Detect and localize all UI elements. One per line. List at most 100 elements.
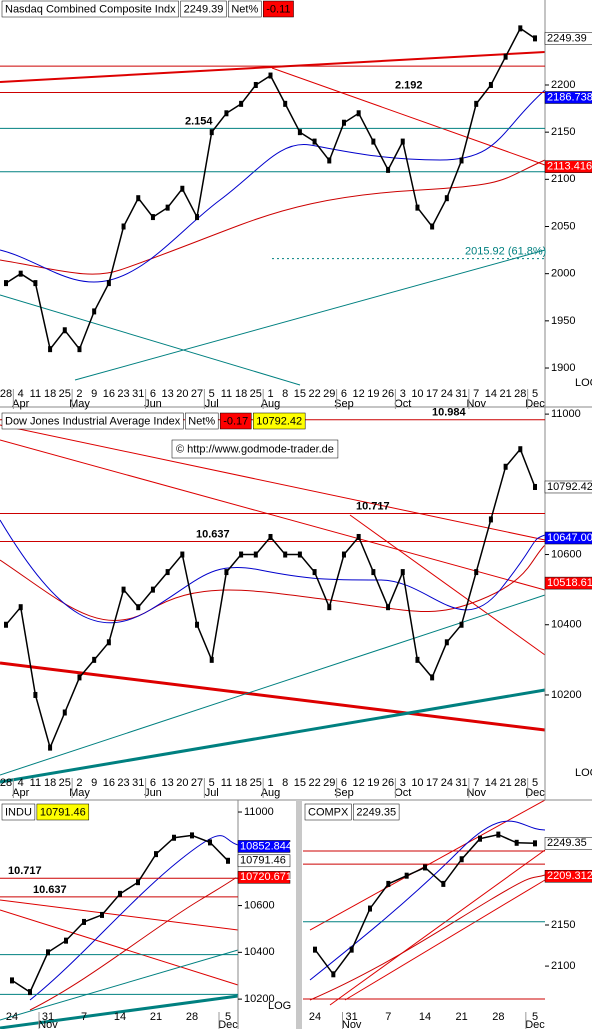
x-tick-label: 8 <box>282 777 288 789</box>
price-bar <box>368 905 372 912</box>
price-bar <box>48 744 53 751</box>
month-label: Nov <box>38 1019 58 1029</box>
header-box <box>1 0 179 18</box>
x-tick-label: 8 <box>282 388 288 400</box>
scale-note: LOG <box>575 377 592 389</box>
month-label: Oct <box>394 787 411 799</box>
x-tick-label: 10 <box>411 777 423 789</box>
price-tag <box>544 480 592 494</box>
price-bar <box>172 834 176 841</box>
header-label: INDU <box>5 806 32 818</box>
price-bar <box>46 949 50 956</box>
header-label: 10792.42 <box>256 415 302 427</box>
price-bar <box>430 674 435 681</box>
x-tick-label: 7 <box>473 388 479 400</box>
price-bar <box>518 446 523 453</box>
header-box <box>219 412 252 430</box>
price-bar <box>533 483 537 490</box>
price-bar <box>239 100 244 107</box>
header-label: 2249.39 <box>184 3 224 15</box>
price-bar <box>371 138 376 145</box>
x-tick-label: 29 <box>323 388 335 400</box>
price-bar <box>77 674 82 681</box>
header-label: -0.11 <box>266 3 290 15</box>
header-box <box>228 0 262 18</box>
header-box <box>180 0 227 18</box>
x-tick-label: 20 <box>176 388 188 400</box>
price-bar <box>180 185 185 192</box>
header-label: Nasdaq Combined Composite Indx <box>5 3 176 15</box>
price-bar <box>92 308 97 315</box>
x-tick-label: 5 <box>532 777 538 789</box>
x-tick-label: 25 <box>250 388 262 400</box>
price-bar <box>92 656 97 663</box>
price-bar <box>386 880 391 887</box>
x-tick-label: 2 <box>76 777 82 789</box>
x-tick-label: 6 <box>150 388 156 400</box>
x-tick-label: 12 <box>353 388 365 400</box>
price-bar <box>503 53 508 60</box>
x-tick-label: 24 <box>6 1011 18 1023</box>
x-tick-label: 14 <box>114 1011 126 1023</box>
x-tick-label: 28 <box>0 388 12 400</box>
header-box <box>1 412 184 430</box>
price-bar <box>478 835 482 842</box>
price-tag-label: 2186.738 <box>547 91 592 103</box>
price-bar <box>224 110 229 117</box>
price-bar <box>386 166 391 173</box>
price-bar <box>312 138 317 145</box>
x-tick-label: 31 <box>42 1011 54 1023</box>
price-tag-label: 10852.844 <box>240 840 292 852</box>
x-tick-label: 28 <box>186 1011 198 1023</box>
month-label: Nov <box>466 787 486 799</box>
x-tick-label: 11 <box>221 777 232 789</box>
price-bar <box>4 280 8 287</box>
price-bar <box>150 586 155 593</box>
month-label: Apr <box>12 398 29 410</box>
price-tag <box>237 854 291 868</box>
x-tick-label: 5 <box>532 1011 538 1023</box>
x-tick-label: 22 <box>308 388 320 400</box>
x-tick-label: 1 <box>267 777 273 789</box>
y-tick-label: 2100 <box>551 960 575 972</box>
price-tag-label: 2249.39 <box>547 32 587 44</box>
price-bar <box>400 138 405 145</box>
price-bar <box>444 639 449 646</box>
x-tick-label: 27 <box>191 777 203 789</box>
price-bar <box>77 346 82 353</box>
annotation-label: 10.637 <box>33 884 67 896</box>
annotation-label: 2.192 <box>395 79 423 91</box>
y-tick-label: 2050 <box>551 220 575 232</box>
x-tick-label: 20 <box>176 777 188 789</box>
price-bar <box>150 214 155 221</box>
price-bar <box>253 551 258 558</box>
price-bar <box>118 890 122 897</box>
annotation-label: 10.637 <box>196 528 230 540</box>
y-tick-label: 11000 <box>244 806 274 818</box>
price-bar <box>190 832 194 839</box>
x-tick-label: 4 <box>18 777 24 789</box>
month-label: Jul <box>205 787 219 799</box>
price-bar <box>400 569 405 576</box>
y-tick-label: 10400 <box>551 619 582 631</box>
x-tick-label: 19 <box>367 388 379 400</box>
header-label: Dow Jones Industrial Average Index <box>5 415 181 427</box>
x-tick-label: 21 <box>150 1011 162 1023</box>
x-tick-label: 13 <box>162 388 174 400</box>
price-bar <box>154 851 158 858</box>
price-bar <box>209 129 214 136</box>
x-tick-label: 6 <box>150 777 156 789</box>
price-bar <box>33 280 38 287</box>
price-bar <box>4 621 8 628</box>
watermark: © http://www.godmode-trader.de <box>176 443 334 455</box>
x-tick-label: 25 <box>59 388 71 400</box>
price-bar <box>136 879 140 886</box>
month-label: May <box>69 787 90 799</box>
price-bar <box>341 551 346 558</box>
header-label: Net% <box>231 3 258 15</box>
price-bar <box>165 204 170 211</box>
price-bar <box>533 840 537 847</box>
y-tick-label: 2100 <box>551 173 575 185</box>
